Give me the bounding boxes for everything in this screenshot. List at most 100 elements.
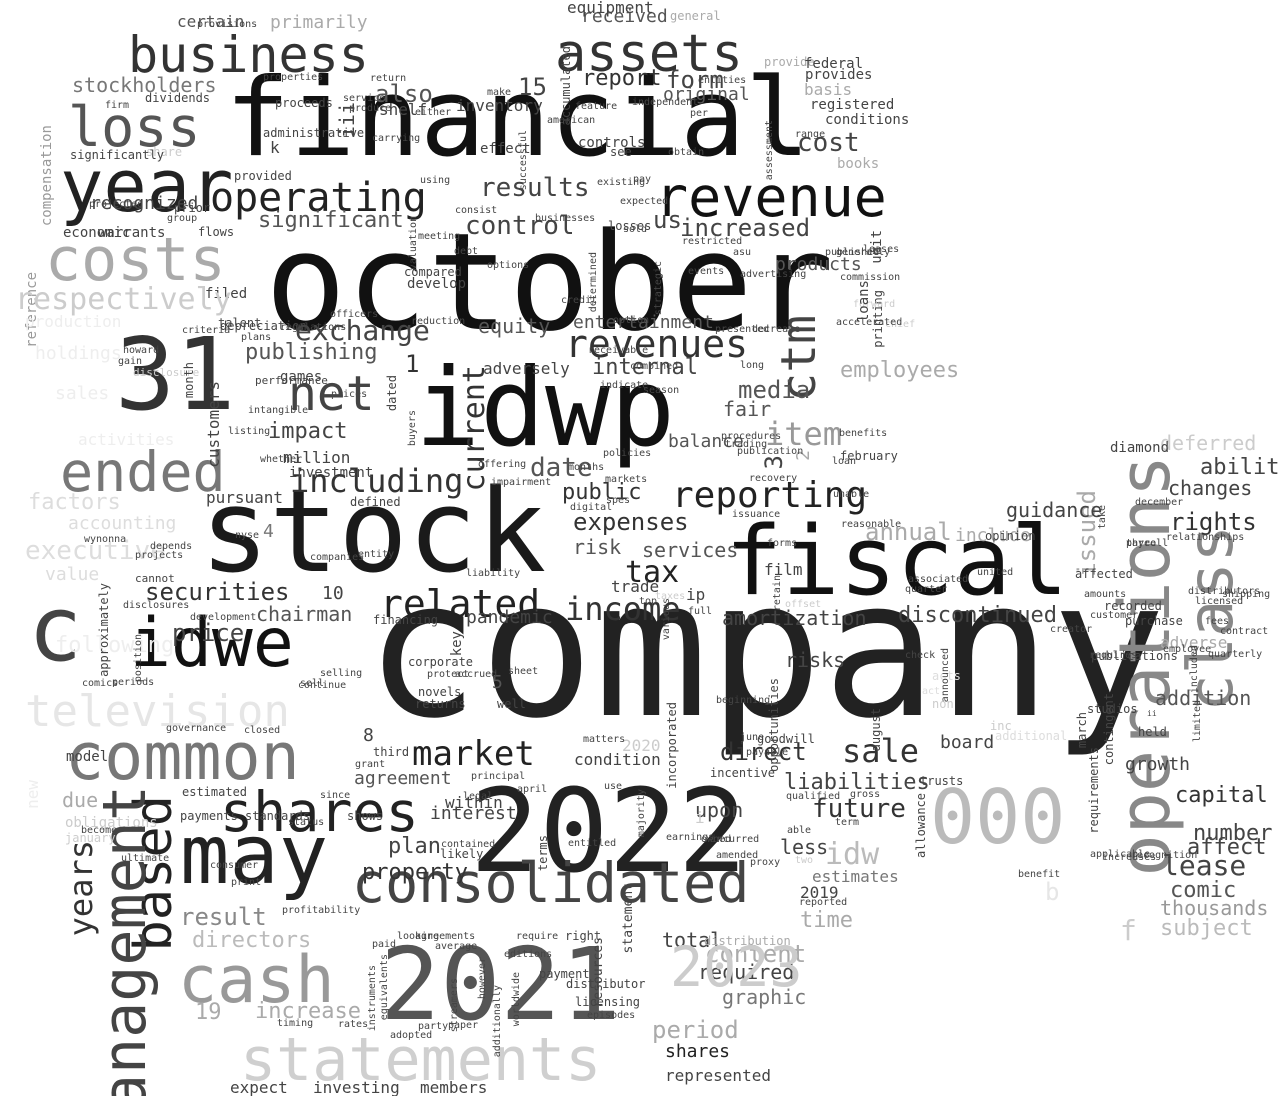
cloud-word: i — [695, 808, 705, 827]
cloud-word: loan — [832, 456, 857, 467]
cloud-word: disclosure — [133, 366, 200, 379]
cloud-word: full — [688, 606, 713, 617]
cloud-word: related — [380, 582, 541, 626]
cloud-word: operating — [210, 175, 427, 221]
cloud-word: date — [530, 453, 593, 483]
cloud-word: media — [738, 376, 811, 404]
cloud-word: increases — [1102, 852, 1157, 863]
cloud-word: stockholders — [72, 73, 217, 97]
cloud-word: thousands — [1160, 896, 1269, 920]
cloud-word: october — [265, 204, 834, 361]
cloud-word: indicate — [600, 380, 649, 391]
cloud-word: increase — [255, 999, 361, 1024]
cloud-word: statements — [240, 1025, 602, 1095]
cloud-word: provided — [234, 169, 292, 183]
cloud-word: benefits — [839, 428, 888, 439]
cloud-word: issuance — [732, 509, 781, 520]
cloud-word: required — [698, 960, 795, 984]
cloud-word: original — [663, 84, 750, 105]
cloud-word: entity — [358, 549, 395, 560]
cloud-word: receivable — [588, 345, 649, 356]
cloud-word: tax — [625, 555, 680, 590]
cloud-word: adversely — [483, 359, 570, 378]
cloud-word: advertising — [740, 269, 807, 280]
cloud-word: shares — [220, 780, 419, 844]
cloud-word: various — [661, 598, 672, 641]
cloud-word: inc — [990, 719, 1012, 733]
cloud-word: leases — [863, 244, 900, 255]
cloud-word: value — [45, 564, 100, 585]
cloud-word: recovery — [749, 473, 798, 484]
cloud-word: contract — [1220, 626, 1269, 637]
cloud-word: long — [740, 360, 765, 371]
cloud-word: existing — [597, 177, 646, 188]
cloud-word: employee — [1163, 644, 1212, 655]
cloud-word: executive — [25, 536, 166, 566]
cloud-word: sold — [623, 224, 648, 235]
cloud-word: status — [288, 817, 325, 828]
cloud-word: equivalents — [379, 954, 390, 1021]
cloud-word: proceeds — [275, 96, 333, 110]
cloud-word: recognition — [1131, 850, 1198, 861]
cloud-word: cannot — [135, 572, 175, 585]
cloud-word: presented — [715, 324, 770, 335]
cloud-word: administrative — [263, 126, 365, 140]
cloud-word: commission — [840, 272, 901, 283]
cloud-word: periods — [112, 677, 155, 688]
cloud-word: accrued — [455, 669, 498, 680]
cloud-word: become — [81, 825, 118, 836]
cloud-word: comics — [82, 678, 119, 689]
cloud-word: incorporated — [665, 702, 679, 789]
cloud-word: growth — [1125, 754, 1191, 775]
cloud-word: taxes — [655, 591, 686, 602]
cloud-word: consolidated — [352, 851, 750, 915]
cloud-word: chief — [885, 319, 916, 330]
cloud-word: governance — [166, 723, 227, 734]
cloud-word: discontinued — [898, 603, 1057, 628]
cloud-word: warrants — [98, 225, 166, 241]
cloud-word: form — [666, 66, 724, 94]
cloud-word: howard — [123, 345, 160, 356]
cloud-word: carrying — [372, 133, 421, 144]
cloud-word: diamond — [1110, 440, 1170, 456]
cloud-word: dated — [385, 375, 399, 412]
cloud-word: members — [420, 1078, 488, 1096]
cloud-word: additional — [995, 729, 1068, 743]
cloud-word: chairman — [256, 602, 353, 626]
cloud-word: result — [180, 903, 267, 931]
cloud-word: comic — [1170, 878, 1237, 903]
cloud-word: share — [146, 145, 183, 159]
cloud-word: economic — [63, 225, 131, 241]
cloud-word: amounts — [1084, 589, 1127, 600]
cloud-word: ultimate — [121, 853, 170, 864]
cloud-word: payable — [746, 747, 789, 758]
cloud-word: deferred — [1160, 431, 1257, 455]
cloud-word: restricted — [682, 236, 743, 247]
cloud-word: accounting — [68, 513, 177, 534]
cloud-word: statement — [621, 883, 636, 954]
cloud-word: acts — [932, 669, 961, 683]
cloud-word: contained — [441, 839, 496, 850]
cloud-word: talent — [218, 316, 262, 330]
cloud-word: creator — [1050, 624, 1093, 635]
cloud-word: million — [283, 448, 351, 467]
cloud-word: retain — [772, 575, 783, 612]
cloud-word: worldwide — [511, 972, 522, 1027]
cloud-word: selling — [320, 668, 363, 679]
cloud-word: 8 — [363, 725, 374, 746]
cloud-word: impact — [268, 419, 348, 444]
cloud-word: disclosures — [123, 600, 190, 611]
cloud-word: 000 — [930, 773, 1066, 861]
cloud-word: generally — [836, 247, 891, 258]
cloud-word: obtain — [668, 147, 705, 158]
cloud-word: credit — [561, 295, 598, 306]
cloud-word: asu — [733, 247, 752, 258]
cloud-word: key — [449, 631, 465, 657]
cloud-word: risk — [573, 535, 622, 559]
cloud-word: standards — [245, 809, 311, 823]
cloud-word: editions — [504, 949, 553, 960]
cloud-word: report — [582, 66, 662, 91]
cloud-word: year — [60, 144, 234, 228]
cloud-word: produce — [349, 103, 392, 114]
cloud-word: fair — [723, 397, 772, 421]
